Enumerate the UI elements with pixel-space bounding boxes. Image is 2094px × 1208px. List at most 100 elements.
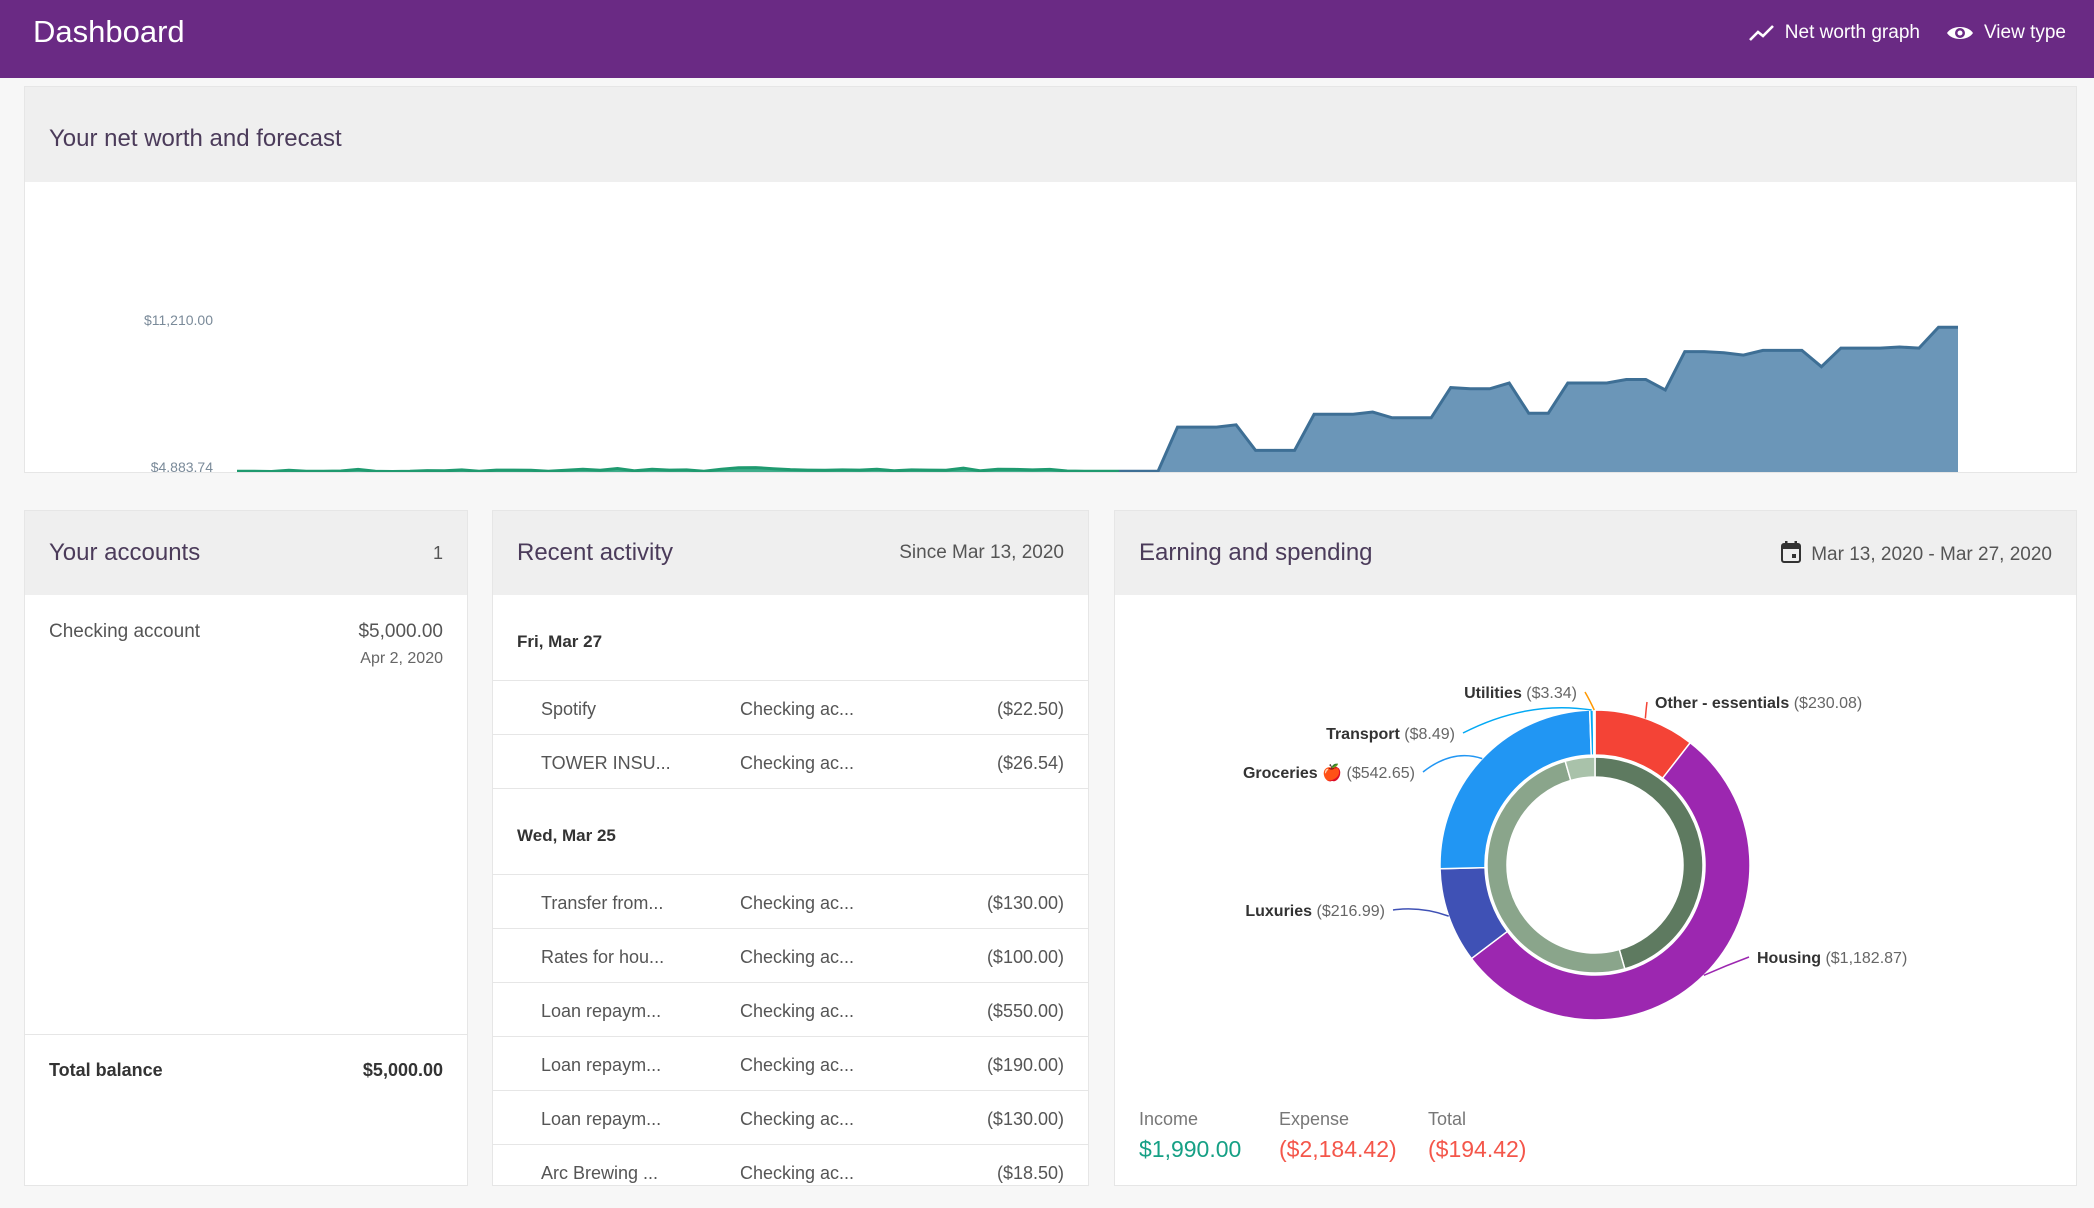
slice-label: Housing ($1,182.87): [1757, 950, 1907, 967]
transaction-description: Transfer from...: [541, 893, 664, 913]
label-leader-line: [1392, 908, 1449, 917]
income-label: Income: [1139, 1109, 1199, 1129]
transaction-row[interactable]: Rates for hou... Checking ac... ($100.00…: [493, 929, 1088, 983]
total-balance-label: Total balance: [49, 1060, 163, 1080]
transaction-account: Checking ac...: [740, 753, 855, 773]
transaction-amount: ($190.00): [986, 1055, 1064, 1075]
day-label: Fri, Mar 27: [517, 632, 603, 651]
transaction-row[interactable]: Transfer from... Checking ac... ($130.00…: [493, 875, 1088, 929]
account-date: Apr 2, 2020: [360, 650, 443, 667]
label-leader-line: [1422, 754, 1483, 773]
total-balance-value: $5,000.00: [362, 1060, 443, 1080]
actual-line: [237, 466, 1119, 472]
transaction-row[interactable]: Spotify Checking ac... ($22.50): [493, 681, 1088, 735]
earning-spending-title: Earning and spending: [1139, 539, 1373, 566]
donut-slice[interactable]: [1592, 709, 1596, 756]
recent-activity-card: Recent activity Since Mar 13, 2020 Fri, …: [492, 510, 1089, 1186]
expense-summary: Expense ($2,184.42): [1279, 1109, 1397, 1163]
y-axis-label: $11,210.00: [144, 312, 213, 328]
transaction-row[interactable]: Loan repaym... Checking ac... ($190.00): [493, 1037, 1088, 1091]
transaction-account: Checking ac...: [740, 1163, 855, 1183]
day-header: Fri, Mar 27: [493, 595, 1088, 681]
slice-label: Transport ($8.49): [1326, 726, 1455, 743]
donut-slice[interactable]: [1439, 709, 1593, 870]
transaction-amount: ($130.00): [986, 893, 1064, 913]
income-summary: Income $1,990.00: [1139, 1109, 1241, 1163]
slice-label: Groceries 🍎 ($542.65): [1243, 763, 1415, 782]
transaction-account: Checking ac...: [740, 1109, 855, 1129]
net-worth-card: Your net worth and forecast $11,210.00 $4…: [24, 86, 2077, 473]
transaction-description: Loan repaym...: [541, 1109, 662, 1129]
recent-activity-header: Recent activity Since Mar 13, 2020: [493, 511, 1088, 595]
earning-spending-card: Earning and spending Mar 13, 2020 - Mar …: [1114, 510, 2077, 1186]
total-summary: Total ($194.42): [1428, 1109, 1526, 1163]
inner-ring-slice[interactable]: [1564, 756, 1596, 782]
header-actions: Net worth graph View type: [1748, 22, 2066, 44]
accounts-card: Your accounts 1 Checking account $5,000.…: [24, 510, 468, 1186]
total-label: Total: [1428, 1109, 1467, 1129]
net-worth-header: Your net worth and forecast: [25, 87, 2076, 182]
forecast-area: [1119, 327, 1958, 472]
transaction-amount: ($130.00): [986, 1109, 1064, 1129]
accounts-count: 1: [432, 543, 443, 563]
transaction-description: Loan repaym...: [541, 1001, 662, 1021]
net-worth-graph-label: Net worth graph: [1784, 22, 1920, 43]
transaction-description: TOWER INSU...: [541, 753, 671, 773]
label-leader-line: [1703, 956, 1750, 977]
net-worth-graph-button[interactable]: Net worth graph: [1748, 22, 1920, 44]
page-title: Dashboard: [33, 14, 185, 49]
transaction-amount: ($26.54): [996, 753, 1064, 773]
label-leader-line: [1462, 706, 1592, 734]
label-leader-line: [1644, 701, 1648, 719]
spending-donut-chart[interactable]: Other - essentials ($230.08) Housing ($1,…: [1115, 595, 2078, 1095]
transaction-row[interactable]: Loan repaym... Checking ac... ($550.00): [493, 983, 1088, 1037]
day-label: Wed, Mar 25: [517, 826, 616, 845]
transaction-amount: ($100.00): [986, 947, 1064, 967]
transaction-description: Rates for hou...: [541, 947, 665, 967]
top-bar: Dashboard Net worth graph View type: [0, 0, 2094, 78]
expense-value: ($2,184.42): [1279, 1136, 1397, 1162]
income-value: $1,990.00: [1139, 1136, 1242, 1162]
transaction-account: Checking ac...: [740, 1055, 855, 1075]
transaction-account: Checking ac...: [740, 947, 855, 967]
accounts-title: Your accounts: [49, 539, 201, 566]
transaction-account: Checking ac...: [740, 1001, 855, 1021]
slice-label: Other - essentials ($230.08): [1655, 695, 1862, 712]
calendar-icon: [1781, 541, 1802, 569]
transaction-row[interactable]: Loan repaym... Checking ac... ($130.00): [493, 1091, 1088, 1145]
view-type-button[interactable]: View type: [1946, 22, 2066, 44]
net-worth-title: Your net worth and forecast: [49, 125, 342, 152]
transaction-amount: ($550.00): [986, 1001, 1064, 1021]
view-type-label: View type: [1983, 22, 2066, 43]
eye-icon: [1946, 24, 1974, 42]
total-value: ($194.42): [1428, 1136, 1527, 1162]
activity-since: Since Mar 13, 2020: [899, 542, 1064, 563]
day-header: Wed, Mar 25: [493, 789, 1088, 875]
transaction-amount: ($18.50): [996, 1163, 1064, 1183]
label-leader-line: [1584, 691, 1595, 711]
date-range-label: Mar 13, 2020 - Mar 27, 2020: [1811, 544, 2052, 565]
donut-slice[interactable]: [1470, 741, 1751, 1021]
transaction-description: Spotify: [541, 699, 597, 719]
net-worth-chart[interactable]: $11,210.00$4,883.74Jan 27Feb 10Feb 24Mar…: [25, 182, 2078, 472]
transaction-account: Checking ac...: [740, 699, 855, 719]
trending-up-icon: [1748, 24, 1775, 42]
slice-label: Luxuries ($216.99): [1245, 903, 1385, 920]
earning-spending-header: Earning and spending Mar 13, 2020 - Mar …: [1115, 511, 2076, 595]
transaction-description: Loan repaym...: [541, 1055, 662, 1075]
transaction-row[interactable]: TOWER INSU... Checking ac... ($26.54): [493, 735, 1088, 789]
y-axis-label: $4,883.74: [151, 459, 213, 472]
transaction-account: Checking ac...: [740, 893, 855, 913]
date-range-picker[interactable]: Mar 13, 2020 - Mar 27, 2020: [1781, 541, 2052, 569]
expense-label: Expense: [1279, 1109, 1350, 1129]
recent-activity-title: Recent activity: [517, 539, 674, 566]
slice-label: Utilities ($3.34): [1464, 685, 1577, 702]
account-balance: $5,000.00: [358, 621, 443, 642]
transaction-description: Arc Brewing ...: [541, 1163, 659, 1183]
accounts-header: Your accounts 1: [25, 511, 467, 595]
activity-list: Fri, Mar 27 Spotify Checking ac... ($22.…: [493, 595, 1088, 1185]
divider: [25, 1034, 467, 1035]
transaction-row[interactable]: Arc Brewing ... Checking ac... ($18.50): [493, 1145, 1088, 1185]
account-name: Checking account: [49, 621, 201, 642]
forecast-line: [1119, 325, 1958, 472]
